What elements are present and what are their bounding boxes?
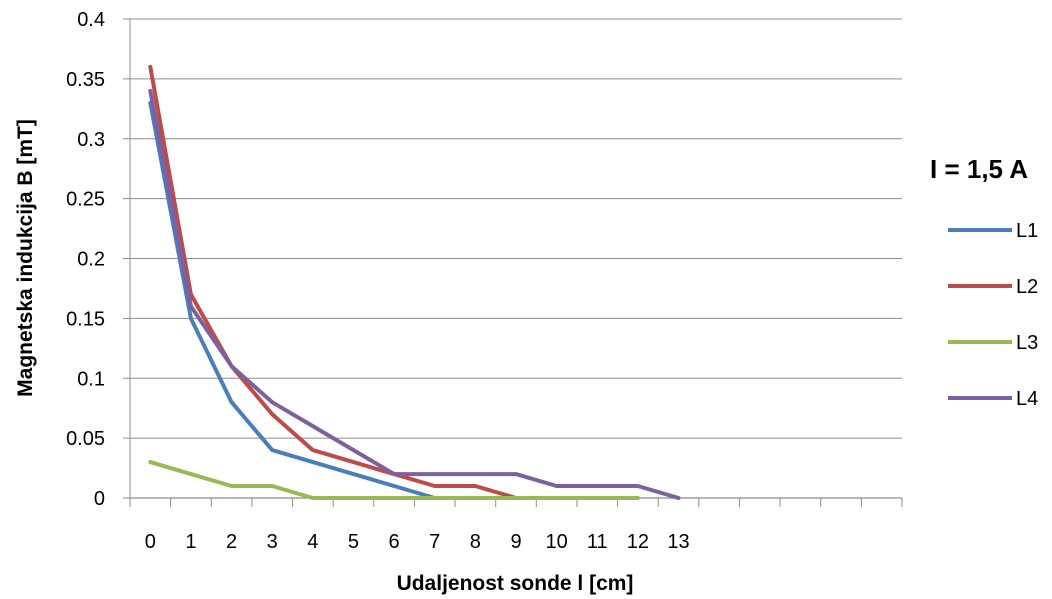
x-tick-label: 7 bbox=[429, 531, 440, 553]
series-line-l1 bbox=[148, 100, 437, 500]
y-tick-label: 0 bbox=[94, 488, 105, 510]
y-tick-label: 0.25 bbox=[66, 189, 105, 211]
y-tick-label: 0.1 bbox=[77, 368, 105, 390]
x-tick-label: 5 bbox=[348, 531, 359, 553]
x-tick-label: 2 bbox=[226, 531, 237, 553]
x-tick-label: 11 bbox=[587, 531, 608, 553]
x-axis-tick-labels: 0 1 2 3 4 5 6 7 8 9 10 11 12 13 bbox=[145, 531, 690, 553]
legend-label-l2: L2 bbox=[1016, 276, 1038, 298]
x-tick-label: 3 bbox=[267, 531, 278, 553]
y-tick-label: 0.2 bbox=[77, 249, 105, 271]
gridlines bbox=[123, 18, 902, 499]
x-tick-label: 13 bbox=[667, 531, 689, 553]
x-tick-label: 12 bbox=[627, 531, 649, 553]
y-axis-tick-labels: 0 0.05 0.1 0.15 0.2 0.25 0.3 0.35 0.4 bbox=[66, 9, 105, 510]
series-line-l3 bbox=[148, 460, 640, 500]
y-tick-label: 0.05 bbox=[66, 428, 105, 450]
x-tick-label: 9 bbox=[510, 531, 521, 553]
x-tick-label: 1 bbox=[185, 531, 196, 553]
x-tick-label: 8 bbox=[470, 531, 481, 553]
legend-label-l1: L1 bbox=[1016, 220, 1038, 242]
series-line-l2 bbox=[148, 64, 518, 500]
y-tick-label: 0.3 bbox=[77, 129, 105, 151]
y-tick-label: 0.4 bbox=[77, 9, 105, 31]
x-tick-label: 10 bbox=[546, 531, 568, 553]
x-tick-label: 0 bbox=[145, 531, 156, 553]
legend-label-l4: L4 bbox=[1016, 388, 1038, 410]
legend: L1 L2 L3 L4 bbox=[948, 220, 1038, 410]
x-tick-label: 6 bbox=[389, 531, 400, 553]
y-tick-label: 0.35 bbox=[66, 69, 105, 91]
data-series bbox=[148, 64, 681, 500]
x-tick-label: 4 bbox=[307, 531, 318, 553]
legend-title: I = 1,5 A bbox=[930, 154, 1028, 184]
y-axis-title: Magnetska indukcija B [mT] bbox=[14, 119, 37, 397]
x-axis-title: Udaljenost sonde l [cm] bbox=[397, 572, 634, 595]
series-line-l4 bbox=[148, 88, 681, 500]
y-tick-label: 0.15 bbox=[66, 308, 105, 330]
legend-label-l3: L3 bbox=[1016, 332, 1038, 354]
